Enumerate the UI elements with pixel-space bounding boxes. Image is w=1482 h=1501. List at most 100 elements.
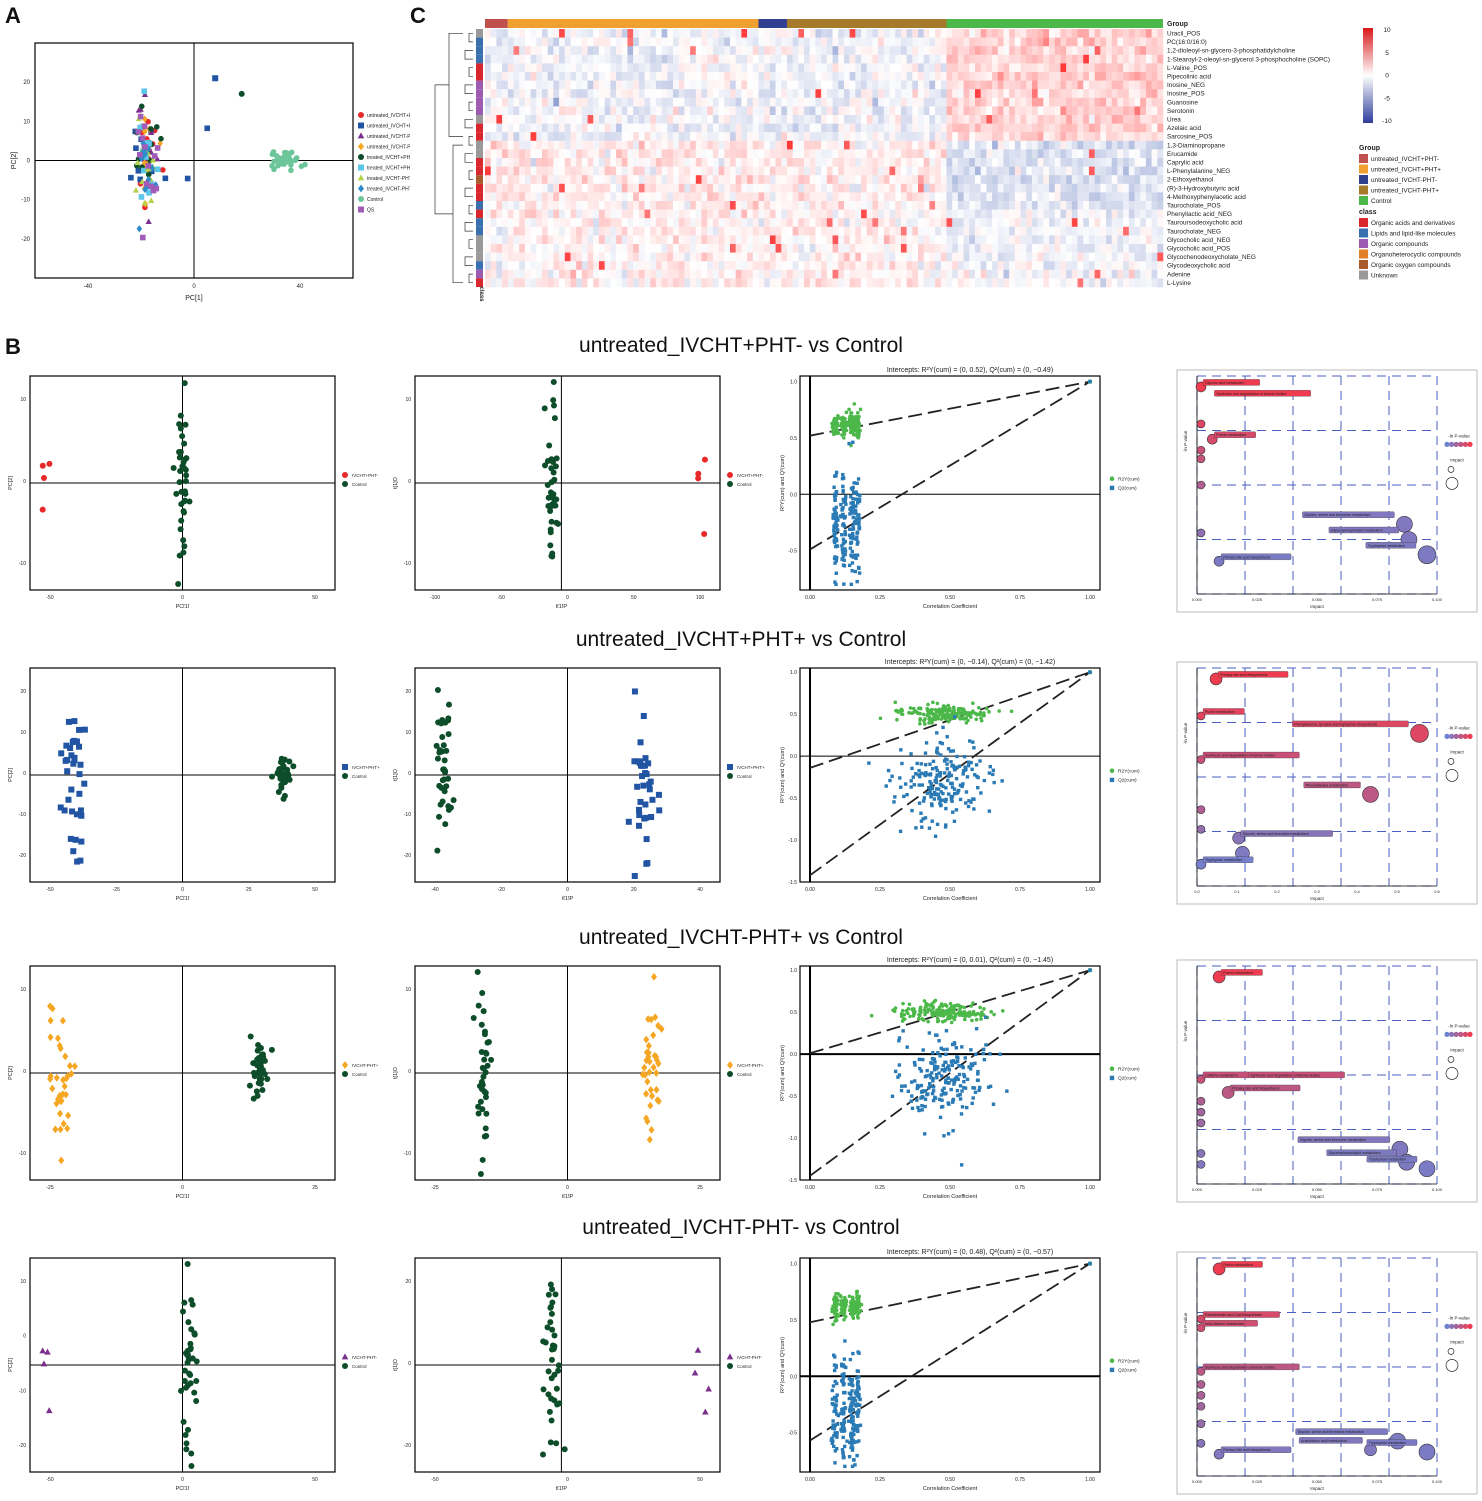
heatmap-cell (524, 72, 531, 81)
heatmap-cell (861, 97, 868, 107)
heatmap-cell (906, 37, 913, 47)
heatmap-cell (1037, 218, 1044, 228)
heatmap-cell (502, 37, 509, 47)
heatmap-cell (604, 89, 611, 99)
heatmap-cell (536, 175, 543, 185)
heatmap-cell (678, 183, 685, 193)
heatmap-cell (507, 89, 514, 99)
heatmap-cell (576, 278, 583, 288)
panel-a-point (141, 199, 148, 206)
heatmap-cell (644, 278, 651, 288)
heatmap-cell (1020, 226, 1027, 236)
heatmap-cell (849, 54, 856, 64)
heatmap-cell (1123, 149, 1130, 159)
heatmap-cell (604, 149, 611, 159)
heatmap-cell (678, 278, 685, 288)
heatmap-cell (490, 166, 497, 176)
perm-q2-point (855, 553, 860, 557)
heatmap-cell (718, 218, 725, 228)
heatmap-cell (1157, 226, 1164, 236)
heatmap-cell (906, 132, 913, 142)
heatmap-cell (1100, 140, 1107, 150)
perm-r2-point (844, 410, 849, 415)
heatmap-cell (832, 252, 839, 262)
heatmap-cell (598, 209, 605, 219)
heatmap-cell (997, 278, 1004, 288)
heatmap-cell (747, 115, 754, 124)
heatmap-cell (889, 115, 896, 124)
heatmap-cell (718, 201, 725, 210)
heatmap-cell (547, 72, 554, 81)
heatmap-cell (729, 123, 736, 133)
heatmap-cell (1157, 209, 1164, 219)
heatmap-cell (644, 149, 651, 159)
heatmap-cell (655, 115, 662, 124)
heatmap-cell (524, 244, 531, 253)
heatmap-cell (1066, 149, 1073, 159)
pca-ytick: -10 (19, 812, 26, 818)
heatmap-cell (1009, 29, 1016, 38)
heatmap-cell (1043, 235, 1050, 245)
heatmap-cell (1100, 123, 1107, 133)
heatmap-cell (1043, 261, 1050, 271)
heatmap-cell (929, 149, 936, 159)
perm-r2-point (987, 710, 991, 714)
heatmap-cell (570, 261, 577, 271)
heatmap-cell (1071, 218, 1078, 228)
heatmap-cell (644, 175, 651, 185)
heatmap-cell (1094, 115, 1101, 124)
heatmap-cell (906, 226, 913, 236)
heatmap-cell (1094, 63, 1101, 73)
heatmap-cell (581, 63, 588, 73)
heatmap-cell (695, 80, 702, 90)
heatmap-cell (496, 226, 503, 236)
heatmap-cell (1151, 278, 1158, 288)
heatmap-cell (741, 175, 748, 185)
heatmap-cell (627, 97, 634, 107)
heatmap-cell (826, 72, 833, 81)
heatmap-cell (1100, 252, 1107, 262)
row-title-1: untreated_IVCHT+PHT- vs Control (579, 334, 903, 357)
opls-legend-label-treated: IVCHT+PHT+ (737, 765, 765, 770)
panel-a-point (132, 187, 140, 193)
heatmap-cell (1140, 89, 1147, 99)
heatmap-cell (758, 244, 765, 253)
heatmap-cell (843, 226, 850, 236)
heatmap-cell (485, 97, 491, 107)
heatmap-cell (524, 54, 531, 64)
heatmap-cell (980, 54, 987, 64)
heatmap-cell (576, 183, 583, 193)
heatmap-cell (786, 149, 793, 159)
heatmap-cell (638, 278, 645, 288)
heatmap-cell (496, 209, 503, 219)
heatmap-cell (866, 244, 873, 253)
panel-a-point (140, 234, 146, 241)
heatmap-cell (490, 209, 497, 219)
opls-control-point (547, 507, 554, 514)
heatmap-cell (1083, 218, 1090, 228)
path-impact-small (1447, 466, 1455, 473)
heatmap-cell (952, 132, 959, 142)
opls-ytick: 0 (408, 479, 411, 485)
perm-q2-point (966, 804, 971, 809)
heatmap-cell (1060, 97, 1067, 107)
heatmap-cell (707, 46, 714, 56)
heatmap-cell (889, 226, 896, 236)
heatmap-cell (1157, 183, 1164, 193)
opls-control-point (436, 747, 443, 754)
heatmap-cell (621, 132, 628, 142)
heatmap-cell (485, 89, 491, 99)
heatmap-cell (718, 158, 725, 167)
heatmap-cell (821, 37, 828, 47)
heatmap-cell (1031, 226, 1038, 236)
heatmap-cell (644, 132, 651, 142)
heatmap-cell (718, 80, 725, 90)
heatmap-cell (707, 89, 714, 99)
heatmap-cell (758, 63, 765, 73)
path-bubble (1417, 545, 1437, 565)
heatmap-cell (684, 89, 691, 99)
heatmap-cell (604, 261, 611, 271)
heatmap-cell (707, 201, 714, 210)
heatmap-cell (633, 149, 640, 159)
heatmap-cell (1111, 106, 1118, 116)
